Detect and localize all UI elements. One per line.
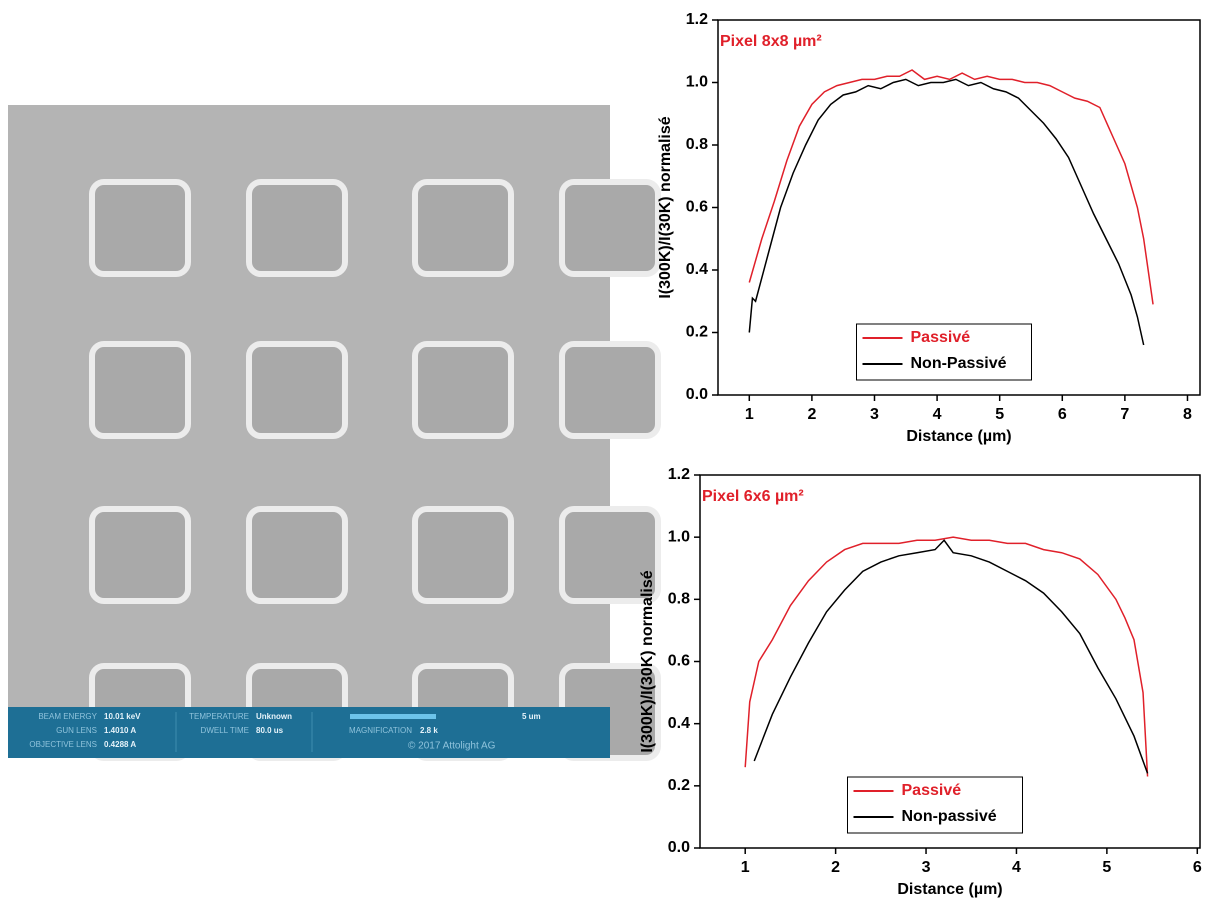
sem-pad	[559, 179, 661, 277]
plot-frame	[717, 19, 1201, 396]
legend-box	[856, 323, 1032, 381]
y-tick-label: 0.6	[668, 653, 690, 670]
y-tick-label: 1.0	[668, 528, 690, 545]
info-value: 2.8 k	[420, 726, 438, 735]
sem-pad	[246, 179, 348, 277]
info-value: 10.01 keV	[104, 712, 141, 721]
x-tick-label: 6	[1058, 406, 1067, 423]
sem-pad	[89, 341, 191, 439]
legend-label: Passivé	[911, 329, 971, 346]
info-value: Unknown	[256, 712, 292, 721]
sem-pad	[412, 341, 514, 439]
info-value: 0.4288 A	[104, 740, 136, 749]
info-label: OBJECTIVE LENS	[29, 740, 97, 749]
y-axis-label: I(300K)/I(30K) normalisé	[657, 116, 674, 298]
info-label: MAGNIFICATION	[349, 726, 412, 735]
y-tick-label: 0.2	[686, 324, 708, 341]
x-tick-label: 8	[1183, 406, 1192, 423]
legend-box	[847, 776, 1023, 834]
x-tick-label: 4	[1012, 859, 1021, 876]
y-axis-label: I(300K)/I(30K) normalisé	[639, 570, 656, 752]
sem-pad	[246, 341, 348, 439]
scale-bar-label: 5 um	[522, 712, 541, 721]
x-tick-label: 4	[933, 406, 942, 423]
y-tick-label: 0.6	[686, 199, 708, 216]
y-tick-label: 0.4	[686, 261, 708, 278]
sem-pad	[89, 179, 191, 277]
x-axis-label: Distance (µm)	[906, 428, 1011, 445]
x-tick-label: 1	[745, 406, 754, 423]
y-tick-label: 0.8	[686, 136, 708, 153]
y-tick-label: 1.2	[686, 11, 708, 28]
y-tick-label: 1.0	[686, 74, 708, 91]
x-axis-label: Distance (µm)	[897, 881, 1002, 898]
annotation: Pixel 8x8 µm²	[720, 33, 822, 50]
info-label: BEAM ENERGY	[38, 712, 97, 721]
sem-pad	[559, 506, 661, 604]
info-label: TEMPERATURE	[189, 712, 249, 721]
x-tick-label: 3	[870, 406, 879, 423]
y-tick-label: 0.0	[686, 386, 708, 403]
data-line	[748, 78, 1145, 346]
info-value: 1.4010 A	[104, 726, 136, 735]
y-tick-label: 0.4	[668, 715, 690, 732]
sem-pad	[246, 506, 348, 604]
info-label: GUN LENS	[56, 726, 97, 735]
y-tick-label: 1.2	[668, 466, 690, 483]
info-bar	[8, 707, 610, 758]
copyright: © 2017 Attolight AG	[408, 741, 496, 752]
x-tick-label: 5	[995, 406, 1004, 423]
data-line	[748, 69, 1154, 305]
sem-pad	[559, 341, 661, 439]
y-tick-label: 0.0	[668, 839, 690, 856]
data-line	[744, 536, 1149, 777]
info-label: DWELL TIME	[201, 726, 249, 735]
scale-bar	[350, 714, 436, 719]
sem-image: BEAM ENERGY 10.01 keV GUN LENS 1.4010 A …	[8, 105, 661, 761]
sem-pad	[412, 179, 514, 277]
annotation: Pixel 6x6 µm²	[702, 488, 804, 505]
info-value: 80.0 us	[256, 726, 284, 735]
legend-label: Passivé	[902, 782, 962, 799]
x-tick-label: 7	[1120, 406, 1129, 423]
x-tick-label: 2	[807, 406, 816, 423]
x-tick-label: 1	[741, 859, 750, 876]
x-tick-label: 3	[922, 859, 931, 876]
y-tick-label: 0.2	[668, 777, 690, 794]
sem-pad	[412, 506, 514, 604]
legend-label: Non-passivé	[902, 808, 997, 825]
sem-pad	[89, 506, 191, 604]
x-tick-label: 5	[1102, 859, 1111, 876]
x-tick-label: 6	[1193, 859, 1202, 876]
legend-label: Non-Passivé	[911, 355, 1007, 372]
y-tick-label: 0.8	[668, 591, 690, 608]
data-line	[753, 539, 1149, 774]
plot-frame	[699, 474, 1201, 849]
x-tick-label: 2	[831, 859, 840, 876]
